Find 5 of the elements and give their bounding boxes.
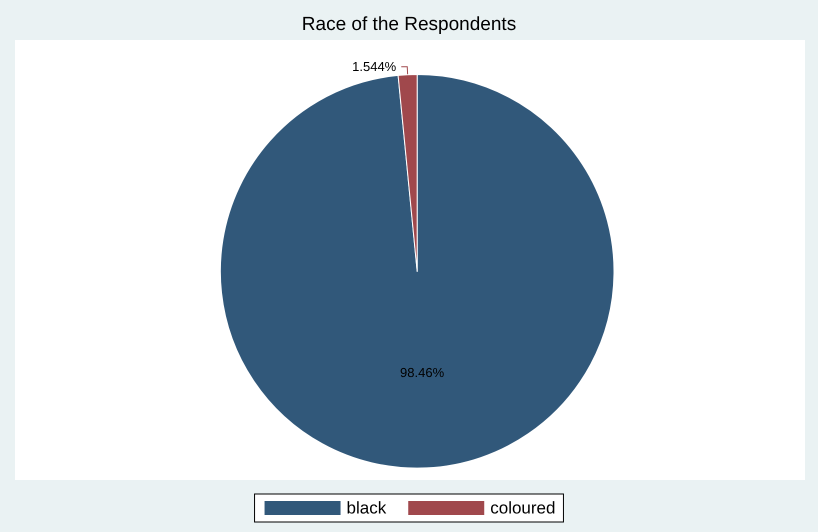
legend-label: coloured (490, 498, 556, 518)
data-label: 1.544% (352, 59, 397, 74)
legend-label: black (346, 498, 387, 518)
chart-title: Race of the Respondents (302, 14, 516, 35)
data-label: 98.46% (400, 365, 445, 380)
